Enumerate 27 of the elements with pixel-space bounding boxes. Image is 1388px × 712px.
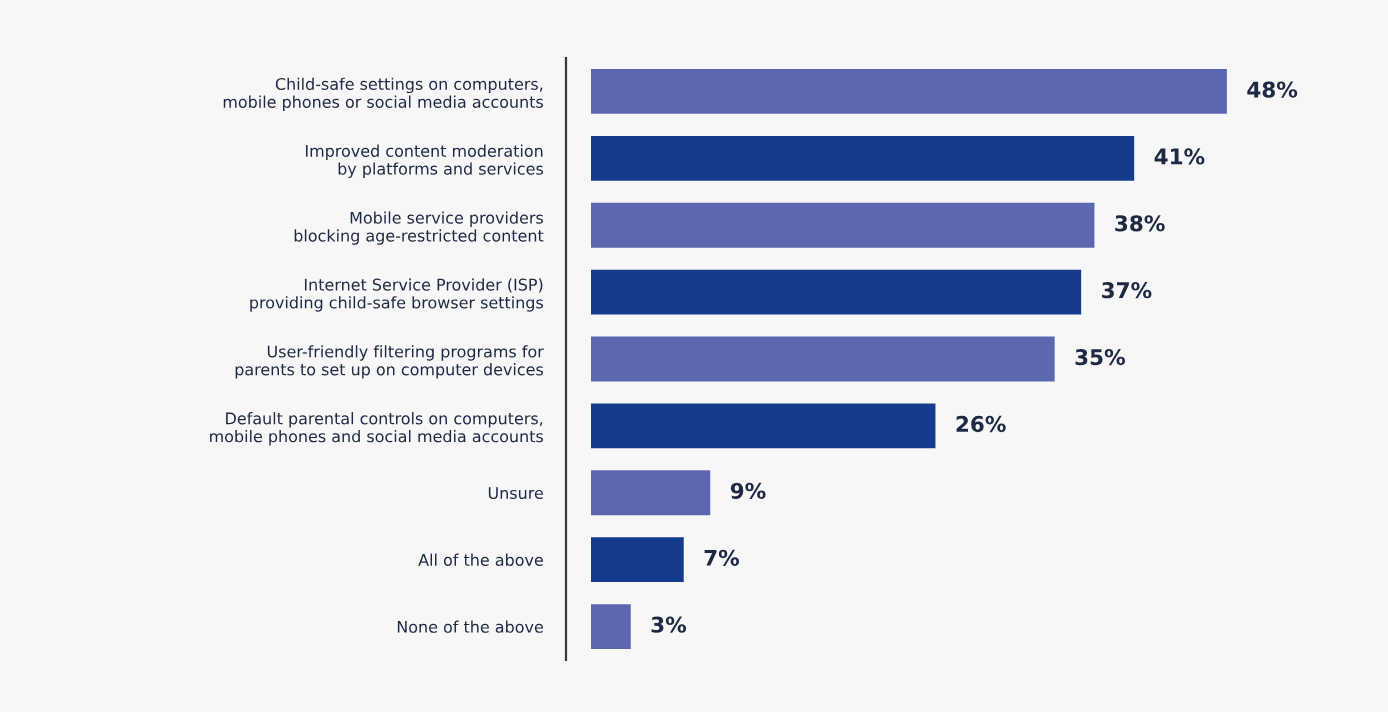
y-tick-label: None of the above <box>397 620 543 633</box>
data-label: 9% <box>730 482 766 500</box>
bar <box>591 470 711 516</box>
bar <box>591 69 1227 114</box>
bar <box>591 537 684 583</box>
y-tick-label: Default parental controls on computers, mobile phones and social media accounts <box>210 412 543 446</box>
y-tick-label: Unsure <box>488 487 543 500</box>
y-tick-label: All of the above <box>418 553 543 566</box>
data-label: 26% <box>956 415 1006 433</box>
bar <box>591 604 631 649</box>
y-tick-label: User-friendly filtering programs for parents to set up on computer devices <box>235 345 544 379</box>
bar <box>591 269 1082 315</box>
data-label: 41% <box>1154 148 1205 165</box>
y-tick-label: Internet Service Provider (ISP) providing child-safe browser settings <box>250 278 543 312</box>
data-label: 48% <box>1247 81 1298 98</box>
data-label: 35% <box>1075 348 1125 366</box>
bar <box>591 403 936 449</box>
bar <box>591 336 1055 382</box>
data-label: 37% <box>1102 282 1152 299</box>
data-label: 38% <box>1115 215 1165 232</box>
data-label: 7% <box>704 549 740 566</box>
y-tick-label: Child-safe settings on computers, mobile phones or social media accounts <box>223 77 543 111</box>
y-tick-label: Mobile service providers blocking age-restricted content <box>294 211 544 245</box>
bar <box>591 135 1135 181</box>
data-label: 3% <box>651 616 687 633</box>
bar <box>591 202 1095 248</box>
y-tick-label: Improved content moderation by platforms and services <box>305 144 543 178</box>
